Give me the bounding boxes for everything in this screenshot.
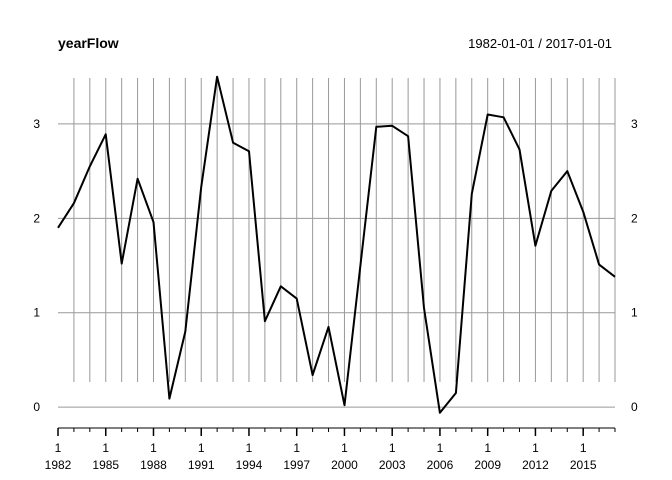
x-tick-label-year: 2012 — [522, 458, 549, 472]
series-line — [57, 75, 616, 414]
series-group — [57, 75, 616, 414]
y-tick-label-left: 1 — [33, 306, 40, 320]
x-tick-label-month: 1 — [102, 441, 109, 455]
x-tick-label-month: 1 — [341, 441, 348, 455]
x-tick-label-month: 1 — [55, 441, 62, 455]
vertical-gridlines — [73, 78, 616, 382]
y-tick-label-right: 3 — [631, 117, 638, 131]
x-tick-label-year: 2000 — [331, 458, 358, 472]
x-tick-label-year: 1991 — [188, 458, 215, 472]
y-tick-label-right: 0 — [631, 400, 638, 414]
x-tick-label-year: 2015 — [570, 458, 597, 472]
y-tick-label-left: 2 — [33, 211, 40, 225]
x-tick-label-month: 1 — [580, 441, 587, 455]
y-tick-label-left: 3 — [33, 117, 40, 131]
x-tick-label-month: 1 — [293, 441, 300, 455]
y-axis-left: 0 1 2 3 — [33, 117, 40, 414]
date-range: 1982-01-01 / 2017-01-01 — [468, 36, 612, 51]
x-axis: 1 1982 1 1985 1 1988 1 1991 1 1994 1 1997 1 2000 1 2003… — [45, 427, 616, 472]
y-axis-right: 0 1 2 3 — [631, 117, 638, 414]
x-tick-label-year: 2006 — [427, 458, 454, 472]
y-tick-label-right: 1 — [631, 306, 638, 320]
x-tick-label-year: 2009 — [474, 458, 501, 472]
x-tick-label-month: 1 — [198, 441, 205, 455]
chart-title: yearFlow — [58, 35, 119, 51]
x-tick-label-month: 1 — [150, 441, 157, 455]
y-tick-label-left: 0 — [33, 400, 40, 414]
horizontal-gridlines — [58, 123, 615, 408]
x-tick-label-month: 1 — [532, 441, 539, 455]
x-tick-label-year: 1985 — [92, 458, 119, 472]
x-tick-label-year: 1988 — [140, 458, 167, 472]
x-tick-label-year: 1994 — [236, 458, 263, 472]
y-tick-label-right: 2 — [631, 211, 638, 225]
x-tick-label-month: 1 — [389, 441, 396, 455]
x-tick-label-month: 1 — [484, 441, 491, 455]
x-tick-label-year: 1997 — [283, 458, 310, 472]
x-tick-label-year: 2003 — [379, 458, 406, 472]
x-tick-label-month: 1 — [246, 441, 253, 455]
x-tick-label-month: 1 — [437, 441, 444, 455]
x-tick-label-year: 1982 — [45, 458, 72, 472]
